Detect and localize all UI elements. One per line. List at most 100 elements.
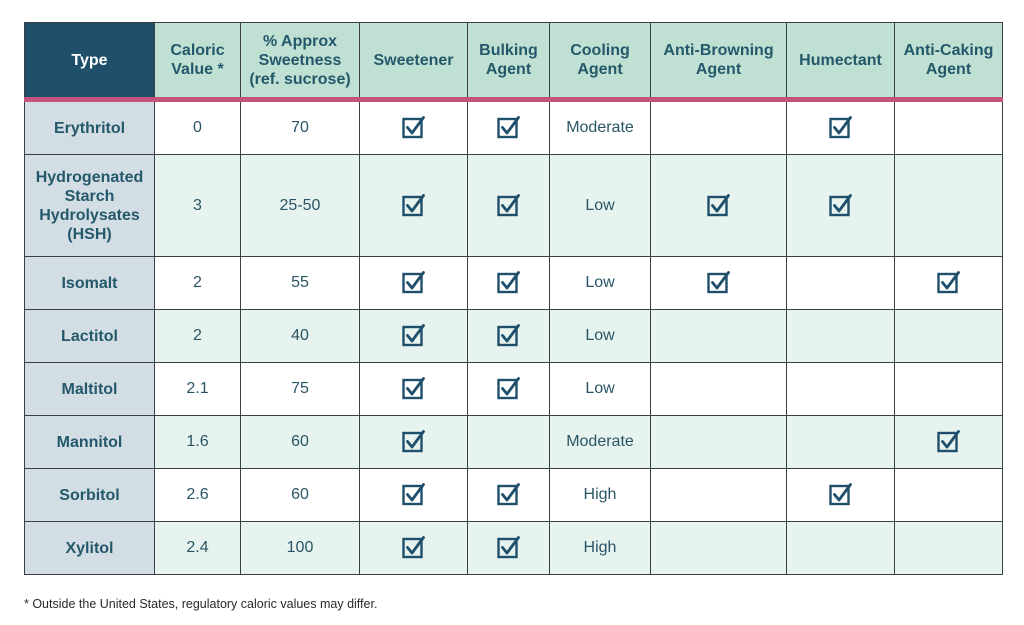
header-anti-browning-agent-line: Anti-Browning xyxy=(663,42,774,59)
cell-type-line: Sorbitol xyxy=(59,486,120,504)
cell-anticaking xyxy=(894,468,1003,522)
cell-cooling-agent: High xyxy=(549,468,651,522)
cell-type: Xylitol xyxy=(24,521,155,575)
cell-caloric-value: 2.1 xyxy=(154,362,241,416)
cell-type: Maltitol xyxy=(24,362,155,416)
header-anti-browning-agent: Anti-Browning Agent xyxy=(650,22,787,102)
checkbox-checked-icon xyxy=(401,324,426,348)
header-cooling-agent-line: Agent xyxy=(577,61,623,78)
cell-antibrowning xyxy=(650,362,787,416)
cell-bulking xyxy=(467,99,550,155)
checkbox-checked-icon xyxy=(496,193,521,218)
cell-anticaking xyxy=(894,256,1003,310)
cell-sweetener xyxy=(359,362,468,416)
checkbox-checked-icon xyxy=(496,536,521,560)
cell-anticaking xyxy=(894,154,1003,257)
cell-sweetness: 25-50 xyxy=(240,154,360,257)
cell-type-line: Hydrolysates xyxy=(39,206,140,224)
header-sweetness: % Approx Sweetness (ref. sucrose) xyxy=(240,22,360,102)
header-caloric-value: Caloric Value * xyxy=(154,22,241,102)
checkbox-checked-icon xyxy=(401,271,426,295)
header-humectant-label: Humectant xyxy=(799,51,882,69)
cell-type: Lactitol xyxy=(24,309,155,363)
header-anti-caking-agent: Anti-Caking Agent xyxy=(894,22,1003,102)
checkbox-checked-icon xyxy=(936,271,961,295)
cell-cooling-agent: Low xyxy=(549,362,651,416)
cell-humectant xyxy=(786,99,895,155)
cell-humectant xyxy=(786,154,895,257)
table-row: Maltitol 2.1 75 Low xyxy=(24,362,1003,416)
checkbox-checked-icon xyxy=(828,483,853,507)
checkbox-checked-icon xyxy=(401,483,426,507)
cell-antibrowning xyxy=(650,99,787,155)
cell-humectant xyxy=(786,309,895,363)
cell-sweetness: 75 xyxy=(240,362,360,416)
cell-caloric-value: 3 xyxy=(154,154,241,257)
cell-antibrowning xyxy=(650,309,787,363)
cell-type-line: Isomalt xyxy=(61,274,118,292)
header-sweetness-line: (ref. sucrose) xyxy=(249,70,351,88)
cell-caloric-value: 2 xyxy=(154,256,241,310)
cell-type-line: Hydrogenated xyxy=(35,168,144,186)
cell-type: Sorbitol xyxy=(24,468,155,522)
cell-antibrowning xyxy=(650,521,787,575)
cell-type-line: (HSH) xyxy=(67,225,112,243)
header-anti-caking-agent-line: Anti-Caking xyxy=(903,42,994,59)
header-bulking-agent-line: Bulking xyxy=(479,42,538,59)
table-row: Mannitol 1.6 60 Moderate xyxy=(24,415,1003,469)
header-anti-browning-agent-line: Agent xyxy=(695,61,742,78)
cell-cooling-agent: Moderate xyxy=(549,415,651,469)
cell-type-line: Xylitol xyxy=(65,539,114,557)
header-sweetness-line: Sweetness xyxy=(258,51,342,69)
cell-sweetness: 70 xyxy=(240,99,360,155)
checkbox-checked-icon xyxy=(401,430,426,454)
cell-anticaking xyxy=(894,521,1003,575)
cell-caloric-value: 0 xyxy=(154,99,241,155)
header-sweetener: Sweetener xyxy=(359,22,468,102)
checkbox-checked-icon xyxy=(401,536,426,560)
cell-type-line: Lactitol xyxy=(61,327,118,345)
cell-antibrowning xyxy=(650,415,787,469)
cell-sweetener xyxy=(359,521,468,575)
cell-humectant xyxy=(786,521,895,575)
header-type: Type xyxy=(24,22,155,102)
cell-type: Erythritol xyxy=(24,99,155,155)
checkbox-checked-icon xyxy=(401,377,426,401)
header-caloric-value-line: Value * xyxy=(171,61,224,78)
cell-caloric-value: 1.6 xyxy=(154,415,241,469)
header-type-label: Type xyxy=(71,51,108,69)
cell-sweetener xyxy=(359,154,468,257)
cell-sweetener xyxy=(359,468,468,522)
cell-type-line: Starch xyxy=(64,187,115,205)
header-row: Type Caloric Value * % Approx Sweetness (re… xyxy=(24,22,1003,102)
checkbox-checked-icon xyxy=(496,483,521,507)
checkbox-checked-icon xyxy=(828,116,853,140)
table-row: Isomalt 2 55 Low xyxy=(24,256,1003,310)
table-body: Erythritol 0 70 Moderate Hydrogenated Starch H… xyxy=(24,99,1003,575)
table-row: Xylitol 2.4 100 High xyxy=(24,521,1003,575)
checkbox-checked-icon xyxy=(706,271,731,295)
cell-caloric-value: 2.4 xyxy=(154,521,241,575)
cell-bulking xyxy=(467,309,550,363)
cell-type: Hydrogenated Starch Hydrolysates (HSH) xyxy=(24,154,155,257)
header-bulking-agent-line: Agent xyxy=(485,61,532,78)
table-row: Hydrogenated Starch Hydrolysates (HSH) 3 25-5… xyxy=(24,154,1003,257)
cell-caloric-value: 2 xyxy=(154,309,241,363)
cell-type-line: Maltitol xyxy=(61,380,118,398)
checkbox-checked-icon xyxy=(496,116,521,140)
checkbox-checked-icon xyxy=(706,193,731,218)
cell-sweetener xyxy=(359,415,468,469)
header-sweetness-line: % Approx xyxy=(262,32,338,50)
cell-humectant xyxy=(786,362,895,416)
cell-bulking xyxy=(467,521,550,575)
cell-caloric-value: 2.6 xyxy=(154,468,241,522)
header-cooling-agent: Cooling Agent xyxy=(549,22,651,102)
cell-bulking xyxy=(467,415,550,469)
cell-type: Mannitol xyxy=(24,415,155,469)
cell-humectant xyxy=(786,415,895,469)
cell-cooling-agent: Low xyxy=(549,154,651,257)
header-cooling-agent-line: Cooling xyxy=(570,42,630,59)
checkbox-checked-icon xyxy=(401,193,426,218)
header-sweetener-label: Sweetener xyxy=(373,51,454,69)
header-caloric-value-line: Caloric xyxy=(170,42,225,59)
